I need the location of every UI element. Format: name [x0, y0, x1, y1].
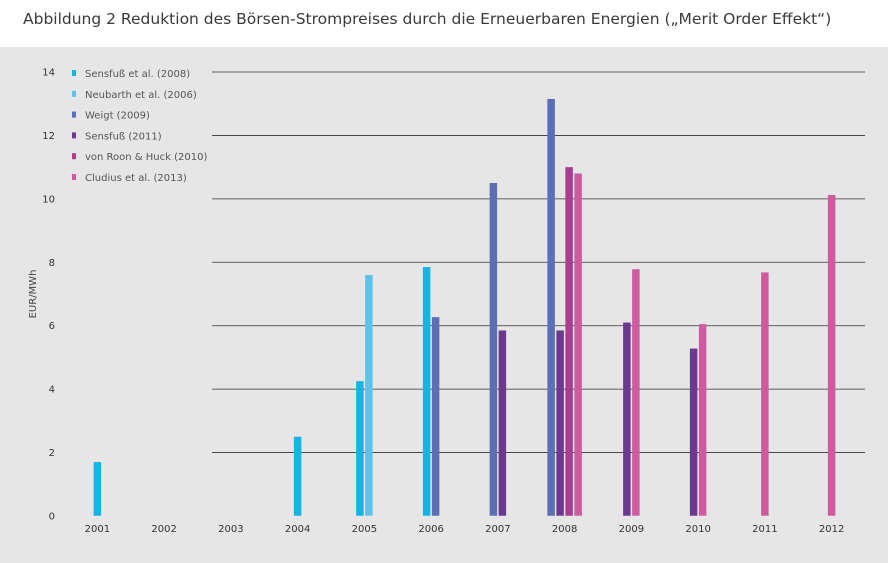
chart-title: Abbildung 2 Reduktion des Börsen-Strompr…	[23, 10, 832, 28]
y-tick-label: 12	[42, 131, 55, 142]
bar	[547, 98, 555, 516]
bar	[623, 322, 631, 516]
bar	[431, 317, 440, 516]
legend-swatch	[72, 90, 76, 97]
bar	[574, 173, 582, 516]
bar-chart: 0 2 4 6 8 10 12 14 2001 2002 2003 2004 2005 2006 2007…	[28, 68, 865, 535]
x-tick-label: 2006	[418, 524, 443, 535]
y-tick-label: 6	[49, 321, 55, 332]
x-tick-label: 2001	[85, 524, 110, 535]
legend-swatch	[72, 70, 76, 76]
header: Abbildung 2 Reduktion des Börsen-Strompr…	[0, 0, 888, 42]
bar	[565, 167, 573, 516]
x-tick-label: 2005	[352, 524, 377, 535]
bar	[698, 324, 707, 516]
x-tick-label: 2009	[619, 524, 644, 535]
chart-panel: 0 2 4 6 8 10 12 14 2001 2002 2003 2004 2005 2006 2007…	[0, 47, 888, 563]
y-tick-label: 2	[49, 448, 55, 459]
bar	[498, 330, 507, 516]
bar	[556, 330, 564, 516]
legend-entry: von Roon & Huck (2010)	[85, 152, 207, 163]
x-tick-label: 2008	[552, 524, 577, 535]
bar	[827, 195, 836, 516]
legend-swatch	[72, 111, 76, 118]
bar	[689, 348, 698, 516]
legend-entry: Weigt (2009)	[85, 111, 150, 122]
gridlines	[212, 71, 865, 453]
x-axis-ticks: 2001 2002 2003 2004 2005 2006 2007 2008 2009 2010…	[85, 524, 845, 535]
x-tick-label: 2012	[819, 524, 844, 535]
legend-swatch	[72, 132, 76, 139]
bar	[761, 272, 769, 516]
x-tick-label: 2010	[685, 524, 710, 535]
x-tick-label: 2002	[151, 524, 176, 535]
bar	[293, 436, 302, 516]
legend-entry: Cludius et al. (2013)	[85, 173, 187, 184]
x-tick-label: 2003	[218, 524, 243, 535]
bars	[60, 98, 865, 517]
legend-swatch	[72, 153, 76, 160]
y-tick-label: 14	[42, 68, 55, 79]
y-tick-label: 0	[49, 512, 55, 523]
bar	[489, 183, 498, 516]
bar	[632, 269, 640, 516]
bar	[93, 462, 102, 516]
x-tick-label: 2007	[485, 524, 510, 535]
bar	[365, 274, 373, 516]
y-tick-label: 8	[49, 258, 55, 269]
x-tick-label: 2011	[752, 524, 777, 535]
y-axis-ticks: 0 2 4 6 8 10 12 14	[42, 68, 55, 523]
legend: Sensfuß et al. (2008) Neubarth et al. (20…	[72, 69, 207, 184]
bar	[422, 267, 431, 516]
legend-swatch	[72, 174, 76, 180]
y-tick-label: 10	[42, 194, 55, 205]
y-tick-label: 4	[49, 385, 55, 396]
bar	[356, 381, 364, 516]
legend-entry: Neubarth et al. (2006)	[85, 90, 197, 101]
legend-entry: Sensfuß (2011)	[85, 131, 162, 142]
x-tick-label: 2004	[285, 524, 310, 535]
y-axis-label: EUR/MWh	[28, 270, 39, 319]
legend-entry: Sensfuß et al. (2008)	[85, 69, 190, 80]
